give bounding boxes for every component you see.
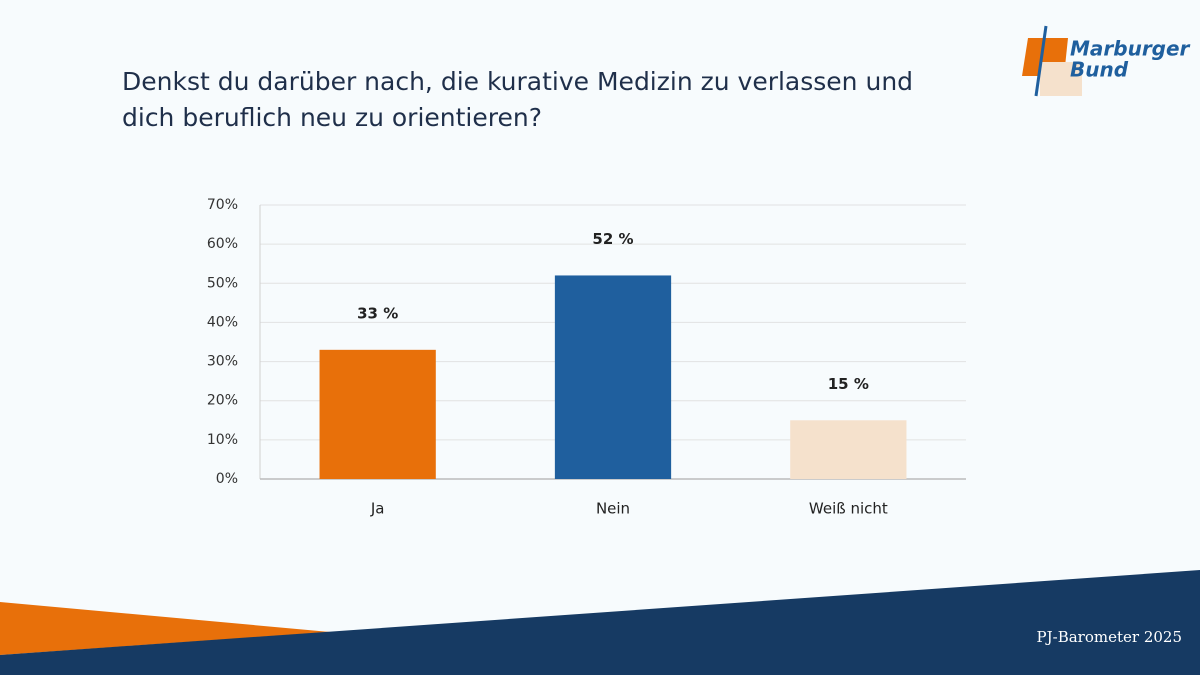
logo-text: Bund bbox=[1070, 58, 1129, 82]
bar bbox=[554, 275, 672, 479]
x-tick-label: Ja bbox=[370, 500, 385, 518]
y-tick-label: 50% bbox=[207, 275, 238, 291]
logo-beige bbox=[1040, 62, 1082, 96]
bar bbox=[319, 349, 436, 479]
y-tick-label: 40% bbox=[207, 314, 238, 330]
logo: Marburger Bund bbox=[1022, 25, 1191, 97]
decor-navy bbox=[0, 570, 1200, 675]
logo-staff bbox=[1034, 25, 1048, 97]
x-tick-label: Nein bbox=[596, 500, 630, 518]
y-tick-label: 60% bbox=[207, 236, 238, 252]
footer: PJ-Barometer 2025 bbox=[1037, 628, 1182, 646]
y-tick-label: 70% bbox=[207, 197, 238, 213]
plot: 0% 10% 20% 30% 40% 50% 60% 70% Ja 33 % Nein 52 % Wei… bbox=[207, 197, 966, 518]
value-label: 15 % bbox=[828, 375, 869, 393]
x-tick-label: Weiß nicht bbox=[809, 500, 888, 518]
y-tick-label: 0% bbox=[216, 471, 238, 487]
decor-orange bbox=[0, 602, 330, 655]
y-tick-label: 10% bbox=[207, 432, 238, 448]
y-tick-label: 30% bbox=[207, 354, 238, 370]
value-label: 33 % bbox=[357, 304, 398, 322]
y-tick-label: 20% bbox=[207, 393, 238, 409]
chart-title: Denkst du darüber nach, die kurative Med… bbox=[122, 67, 914, 132]
logo-text: Marburger bbox=[1070, 37, 1191, 61]
bar bbox=[790, 420, 907, 479]
value-label: 52 % bbox=[592, 230, 633, 248]
